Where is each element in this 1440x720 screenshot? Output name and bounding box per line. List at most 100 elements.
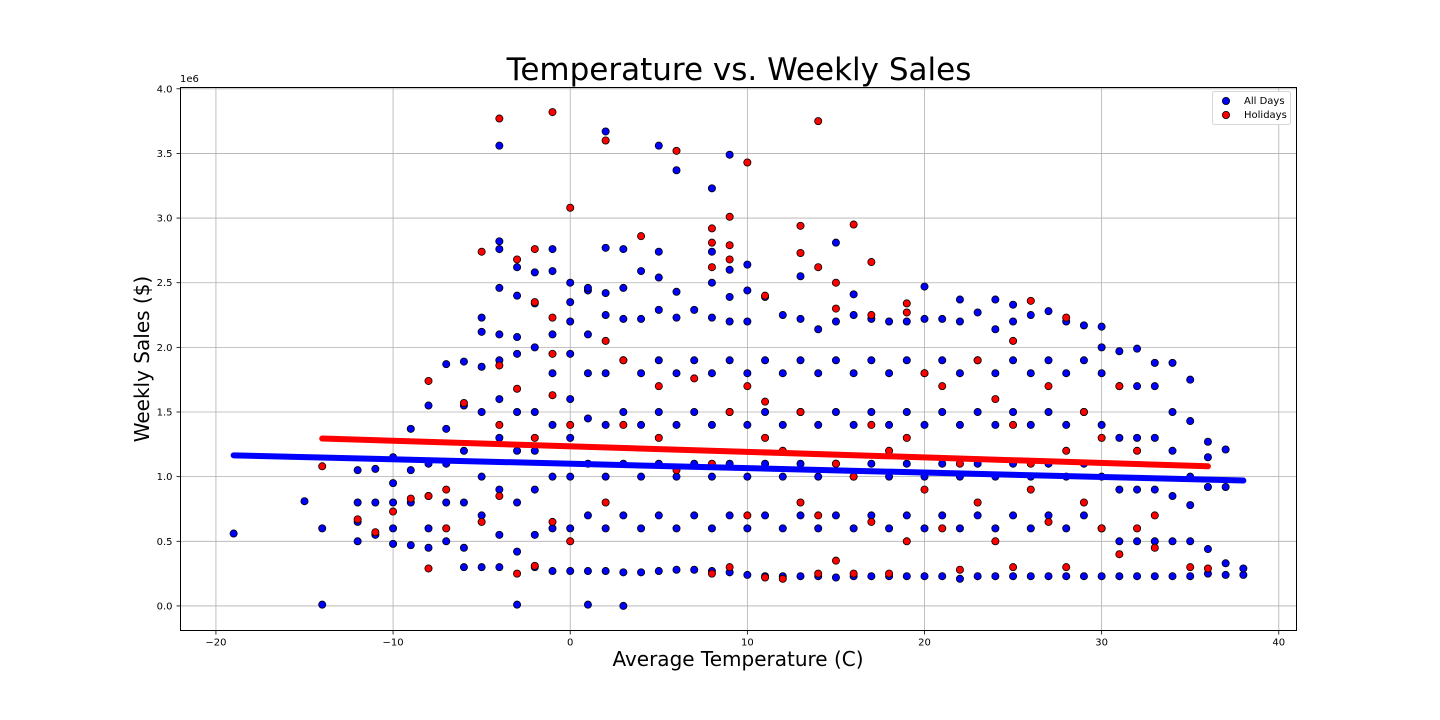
point-all-days [1044, 356, 1053, 365]
point-all-days [955, 295, 964, 304]
point-all-days [725, 356, 734, 365]
data-points [229, 108, 1248, 610]
point-all-days [513, 291, 522, 300]
x-tick-label: 40 [1272, 638, 1285, 649]
point-holidays [619, 420, 628, 429]
point-holidays [973, 498, 982, 507]
point-all-days [707, 184, 716, 193]
point-all-days [814, 524, 823, 533]
point-all-days [1168, 537, 1177, 546]
point-all-days [530, 343, 539, 352]
point-holidays [761, 573, 770, 582]
point-all-days [530, 446, 539, 455]
point-holidays [743, 382, 752, 391]
point-holidays [654, 433, 663, 442]
point-all-days [619, 568, 628, 577]
point-holidays [1062, 446, 1071, 455]
point-holidays [442, 524, 451, 533]
point-all-days [690, 408, 699, 417]
point-all-days [1186, 417, 1195, 426]
point-all-days [619, 408, 628, 417]
point-all-days [477, 313, 486, 322]
point-all-days [991, 524, 1000, 533]
point-all-days [902, 511, 911, 520]
point-holidays [867, 517, 876, 526]
point-holidays [867, 311, 876, 320]
point-all-days [459, 498, 468, 507]
point-all-days [796, 314, 805, 323]
point-all-days [1026, 311, 1035, 320]
point-holidays [690, 374, 699, 383]
point-all-days [920, 524, 929, 533]
point-all-days [1221, 570, 1230, 579]
point-all-days [1026, 369, 1035, 378]
point-holidays [867, 420, 876, 429]
point-holidays [955, 565, 964, 574]
point-all-days [229, 529, 238, 538]
legend: All Days Holidays [1212, 91, 1291, 125]
point-holidays [1026, 485, 1035, 494]
point-holidays [1186, 563, 1195, 572]
point-holidays [814, 117, 823, 126]
point-all-days [902, 459, 911, 468]
point-all-days [566, 472, 575, 481]
point-holidays [885, 569, 894, 578]
point-holidays [743, 511, 752, 520]
point-all-days [690, 356, 699, 365]
point-all-days [1009, 408, 1018, 417]
point-all-days [601, 369, 610, 378]
point-all-days [495, 530, 504, 539]
point-all-days [619, 511, 628, 520]
point-holidays [902, 433, 911, 442]
point-all-days [831, 317, 840, 326]
point-all-days [1115, 347, 1124, 356]
point-all-days [831, 511, 840, 520]
point-all-days [707, 313, 716, 322]
point-all-days [513, 498, 522, 507]
point-holidays [920, 369, 929, 378]
point-all-days [849, 420, 858, 429]
point-all-days [938, 511, 947, 520]
point-holidays [371, 528, 380, 537]
point-all-days [495, 563, 504, 572]
point-all-days [1186, 375, 1195, 384]
point-all-days [1115, 572, 1124, 581]
point-holidays [725, 255, 734, 264]
point-all-days [867, 572, 876, 581]
point-all-days [920, 314, 929, 323]
point-all-days [1150, 433, 1159, 442]
point-holidays [566, 420, 575, 429]
point-all-days [1203, 437, 1212, 446]
point-holidays [831, 459, 840, 468]
point-holidays [849, 472, 858, 481]
point-all-days [1133, 537, 1142, 546]
point-all-days [513, 263, 522, 272]
point-all-days [1079, 321, 1088, 330]
point-all-days [619, 601, 628, 610]
point-all-days [583, 600, 592, 609]
point-all-days [654, 567, 663, 576]
point-all-days [778, 472, 787, 481]
point-all-days [353, 537, 362, 546]
point-all-days [1009, 317, 1018, 326]
point-holidays [495, 114, 504, 123]
point-all-days [353, 498, 362, 507]
point-all-days [495, 330, 504, 339]
point-holidays [707, 238, 716, 247]
x-tick-label: 10 [741, 638, 754, 649]
point-holidays [566, 203, 575, 212]
point-all-days [1115, 433, 1124, 442]
point-all-days [707, 524, 716, 533]
trend-line-holidays [319, 435, 1211, 470]
point-all-days [495, 283, 504, 292]
point-holidays [495, 420, 504, 429]
point-all-days [566, 349, 575, 358]
point-all-days [459, 543, 468, 552]
point-all-days [495, 237, 504, 246]
point-all-days [1133, 572, 1142, 581]
point-all-days [1221, 482, 1230, 491]
point-holidays [761, 291, 770, 300]
point-holidays [796, 408, 805, 417]
point-all-days [389, 498, 398, 507]
point-holidays [902, 299, 911, 308]
